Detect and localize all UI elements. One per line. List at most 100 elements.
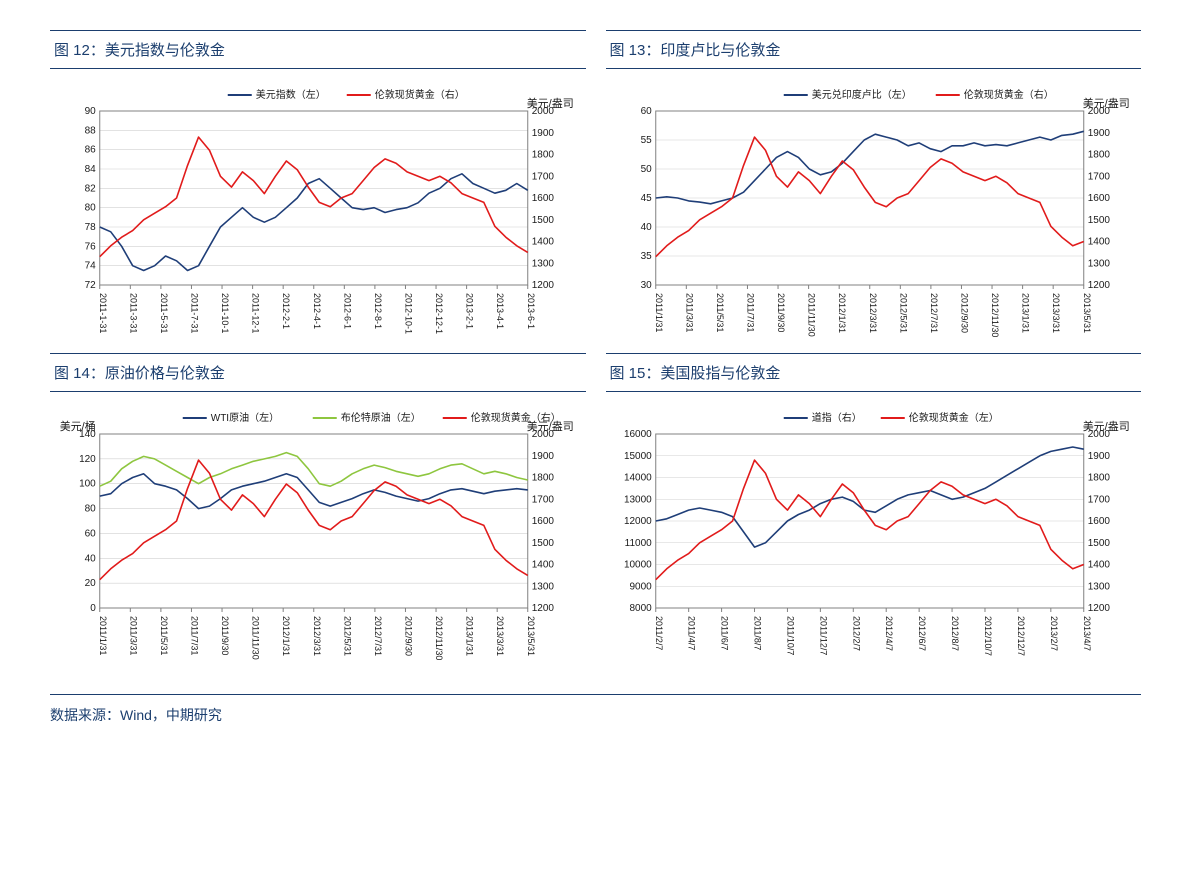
svg-text:13000: 13000 bbox=[623, 494, 651, 505]
svg-text:40: 40 bbox=[640, 222, 652, 233]
svg-text:1700: 1700 bbox=[532, 171, 555, 182]
svg-text:2011/11/30: 2011/11/30 bbox=[251, 616, 261, 660]
svg-text:2011/5/31: 2011/5/31 bbox=[714, 293, 724, 332]
svg-text:1900: 1900 bbox=[532, 128, 555, 139]
svg-text:1900: 1900 bbox=[1087, 128, 1110, 139]
svg-text:2012/1/31: 2012/1/31 bbox=[837, 293, 847, 333]
svg-text:2013-6-1: 2013-6-1 bbox=[526, 293, 536, 329]
svg-text:14000: 14000 bbox=[623, 473, 651, 484]
svg-text:1400: 1400 bbox=[1087, 560, 1110, 571]
svg-text:2012-4-1: 2012-4-1 bbox=[312, 293, 322, 329]
svg-text:2011/9/30: 2011/9/30 bbox=[220, 616, 230, 655]
svg-text:伦敦现货黄金（右）: 伦敦现货黄金（右） bbox=[375, 88, 465, 101]
svg-text:50: 50 bbox=[640, 164, 652, 175]
svg-text:90: 90 bbox=[85, 106, 97, 117]
svg-text:1300: 1300 bbox=[532, 581, 555, 592]
svg-text:2011-5-31: 2011-5-31 bbox=[159, 293, 169, 333]
chart-cell-12: 图 12：美元指数与伦敦金 美元指数（左）伦敦现货黄金（右）美元/盎司72747… bbox=[50, 30, 586, 343]
svg-text:2012/7/31: 2012/7/31 bbox=[928, 293, 938, 333]
svg-text:2012-10-1: 2012-10-1 bbox=[403, 293, 413, 334]
svg-text:2013/1/31: 2013/1/31 bbox=[465, 616, 475, 656]
svg-text:76: 76 bbox=[85, 241, 97, 252]
svg-text:1200: 1200 bbox=[532, 603, 555, 614]
svg-text:2012-2-1: 2012-2-1 bbox=[281, 293, 291, 329]
svg-text:82: 82 bbox=[85, 183, 97, 194]
svg-text:60: 60 bbox=[85, 528, 97, 539]
svg-text:2012/9/30: 2012/9/30 bbox=[403, 616, 413, 656]
svg-text:2012-6-1: 2012-6-1 bbox=[342, 293, 352, 329]
svg-text:2013/2/7: 2013/2/7 bbox=[1048, 616, 1058, 651]
charts-grid: 图 12：美元指数与伦敦金 美元指数（左）伦敦现货黄金（右）美元/盎司72747… bbox=[50, 30, 1141, 725]
svg-text:86: 86 bbox=[85, 145, 97, 156]
svg-text:15000: 15000 bbox=[623, 451, 651, 462]
svg-text:2000: 2000 bbox=[532, 429, 555, 440]
svg-text:2013/3/31: 2013/3/31 bbox=[1051, 293, 1061, 333]
svg-text:84: 84 bbox=[85, 164, 97, 175]
svg-text:55: 55 bbox=[640, 135, 652, 146]
svg-text:74: 74 bbox=[85, 261, 97, 272]
svg-text:2011/1/31: 2011/1/31 bbox=[98, 616, 108, 655]
svg-text:45: 45 bbox=[640, 193, 652, 204]
svg-text:9000: 9000 bbox=[629, 581, 652, 592]
svg-text:2012/5/31: 2012/5/31 bbox=[898, 293, 908, 333]
svg-text:2012/7/31: 2012/7/31 bbox=[373, 616, 383, 656]
svg-text:美元指数（左）: 美元指数（左） bbox=[256, 88, 326, 101]
svg-text:2011/12/7: 2011/12/7 bbox=[818, 616, 828, 655]
svg-text:1200: 1200 bbox=[532, 280, 555, 291]
svg-text:WTI原油（左）: WTI原油（左） bbox=[211, 411, 279, 424]
svg-text:60: 60 bbox=[640, 106, 652, 117]
svg-text:2000: 2000 bbox=[1087, 429, 1110, 440]
svg-text:1500: 1500 bbox=[1087, 538, 1110, 549]
svg-text:1200: 1200 bbox=[1087, 603, 1110, 614]
svg-text:2012/2/7: 2012/2/7 bbox=[851, 616, 861, 651]
chart-canvas-15: 道指（右）伦敦现货黄金（左）美元/盎司800090001000011000120… bbox=[606, 406, 1142, 666]
svg-text:2011/3/31: 2011/3/31 bbox=[128, 616, 138, 655]
svg-text:2011-7-31: 2011-7-31 bbox=[189, 293, 199, 333]
chart-title-15: 图 15：美国股指与伦敦金 bbox=[606, 353, 1142, 392]
svg-text:1800: 1800 bbox=[532, 150, 555, 161]
svg-text:2011-12-1: 2011-12-1 bbox=[251, 293, 261, 333]
svg-text:2012/3/31: 2012/3/31 bbox=[312, 616, 322, 656]
svg-text:72: 72 bbox=[85, 280, 97, 291]
svg-text:2011-3-31: 2011-3-31 bbox=[128, 293, 138, 333]
svg-text:40: 40 bbox=[85, 553, 97, 564]
svg-text:2013/3/31: 2013/3/31 bbox=[495, 616, 505, 656]
svg-text:1900: 1900 bbox=[532, 451, 555, 462]
svg-text:伦敦现货黄金（左）: 伦敦现货黄金（左） bbox=[908, 411, 998, 424]
svg-text:2012/6/7: 2012/6/7 bbox=[917, 616, 927, 651]
svg-text:1800: 1800 bbox=[1087, 150, 1110, 161]
chart-title-14: 图 14：原油价格与伦敦金 bbox=[50, 353, 586, 392]
svg-text:美元兑印度卢比（左）: 美元兑印度卢比（左） bbox=[811, 88, 911, 101]
svg-text:2011/11/30: 2011/11/30 bbox=[806, 293, 816, 337]
svg-text:30: 30 bbox=[640, 280, 652, 291]
svg-text:80: 80 bbox=[85, 504, 97, 515]
svg-text:1800: 1800 bbox=[532, 473, 555, 484]
chart-title-12: 图 12：美元指数与伦敦金 bbox=[50, 30, 586, 69]
svg-text:2012-12-1: 2012-12-1 bbox=[434, 293, 444, 334]
chart-title-13: 图 13：印度卢比与伦敦金 bbox=[606, 30, 1142, 69]
svg-text:2011/5/31: 2011/5/31 bbox=[159, 616, 169, 655]
svg-text:伦敦现货黄金（右）: 伦敦现货黄金（右） bbox=[963, 88, 1053, 101]
svg-text:88: 88 bbox=[85, 125, 97, 136]
svg-text:1300: 1300 bbox=[1087, 258, 1110, 269]
svg-text:2013/5/31: 2013/5/31 bbox=[1081, 293, 1091, 333]
svg-text:1500: 1500 bbox=[532, 538, 555, 549]
svg-text:2011/8/7: 2011/8/7 bbox=[752, 616, 762, 650]
svg-text:2012/4/7: 2012/4/7 bbox=[884, 616, 894, 651]
data-source-text: 数据来源：Wind，中期研究 bbox=[50, 707, 222, 723]
svg-text:2011/1/31: 2011/1/31 bbox=[653, 293, 663, 332]
svg-text:2012/1/31: 2012/1/31 bbox=[281, 616, 291, 656]
svg-text:2012-8-1: 2012-8-1 bbox=[373, 293, 383, 329]
svg-text:1400: 1400 bbox=[1087, 237, 1110, 248]
svg-text:78: 78 bbox=[85, 222, 97, 233]
svg-text:2013-2-1: 2013-2-1 bbox=[465, 293, 475, 329]
svg-text:1300: 1300 bbox=[532, 258, 555, 269]
svg-text:2012/10/7: 2012/10/7 bbox=[982, 616, 992, 656]
svg-text:2000: 2000 bbox=[532, 106, 555, 117]
svg-text:2011/6/7: 2011/6/7 bbox=[719, 616, 729, 650]
svg-text:12000: 12000 bbox=[623, 516, 651, 527]
svg-text:布伦特原油（左）: 布伦特原油（左） bbox=[341, 411, 421, 424]
data-source-footer: 数据来源：Wind，中期研究 bbox=[50, 694, 1141, 725]
chart-cell-13: 图 13：印度卢比与伦敦金 美元兑印度卢比（左）伦敦现货黄金（右）美元/盎司30… bbox=[606, 30, 1142, 343]
svg-text:120: 120 bbox=[79, 454, 96, 465]
